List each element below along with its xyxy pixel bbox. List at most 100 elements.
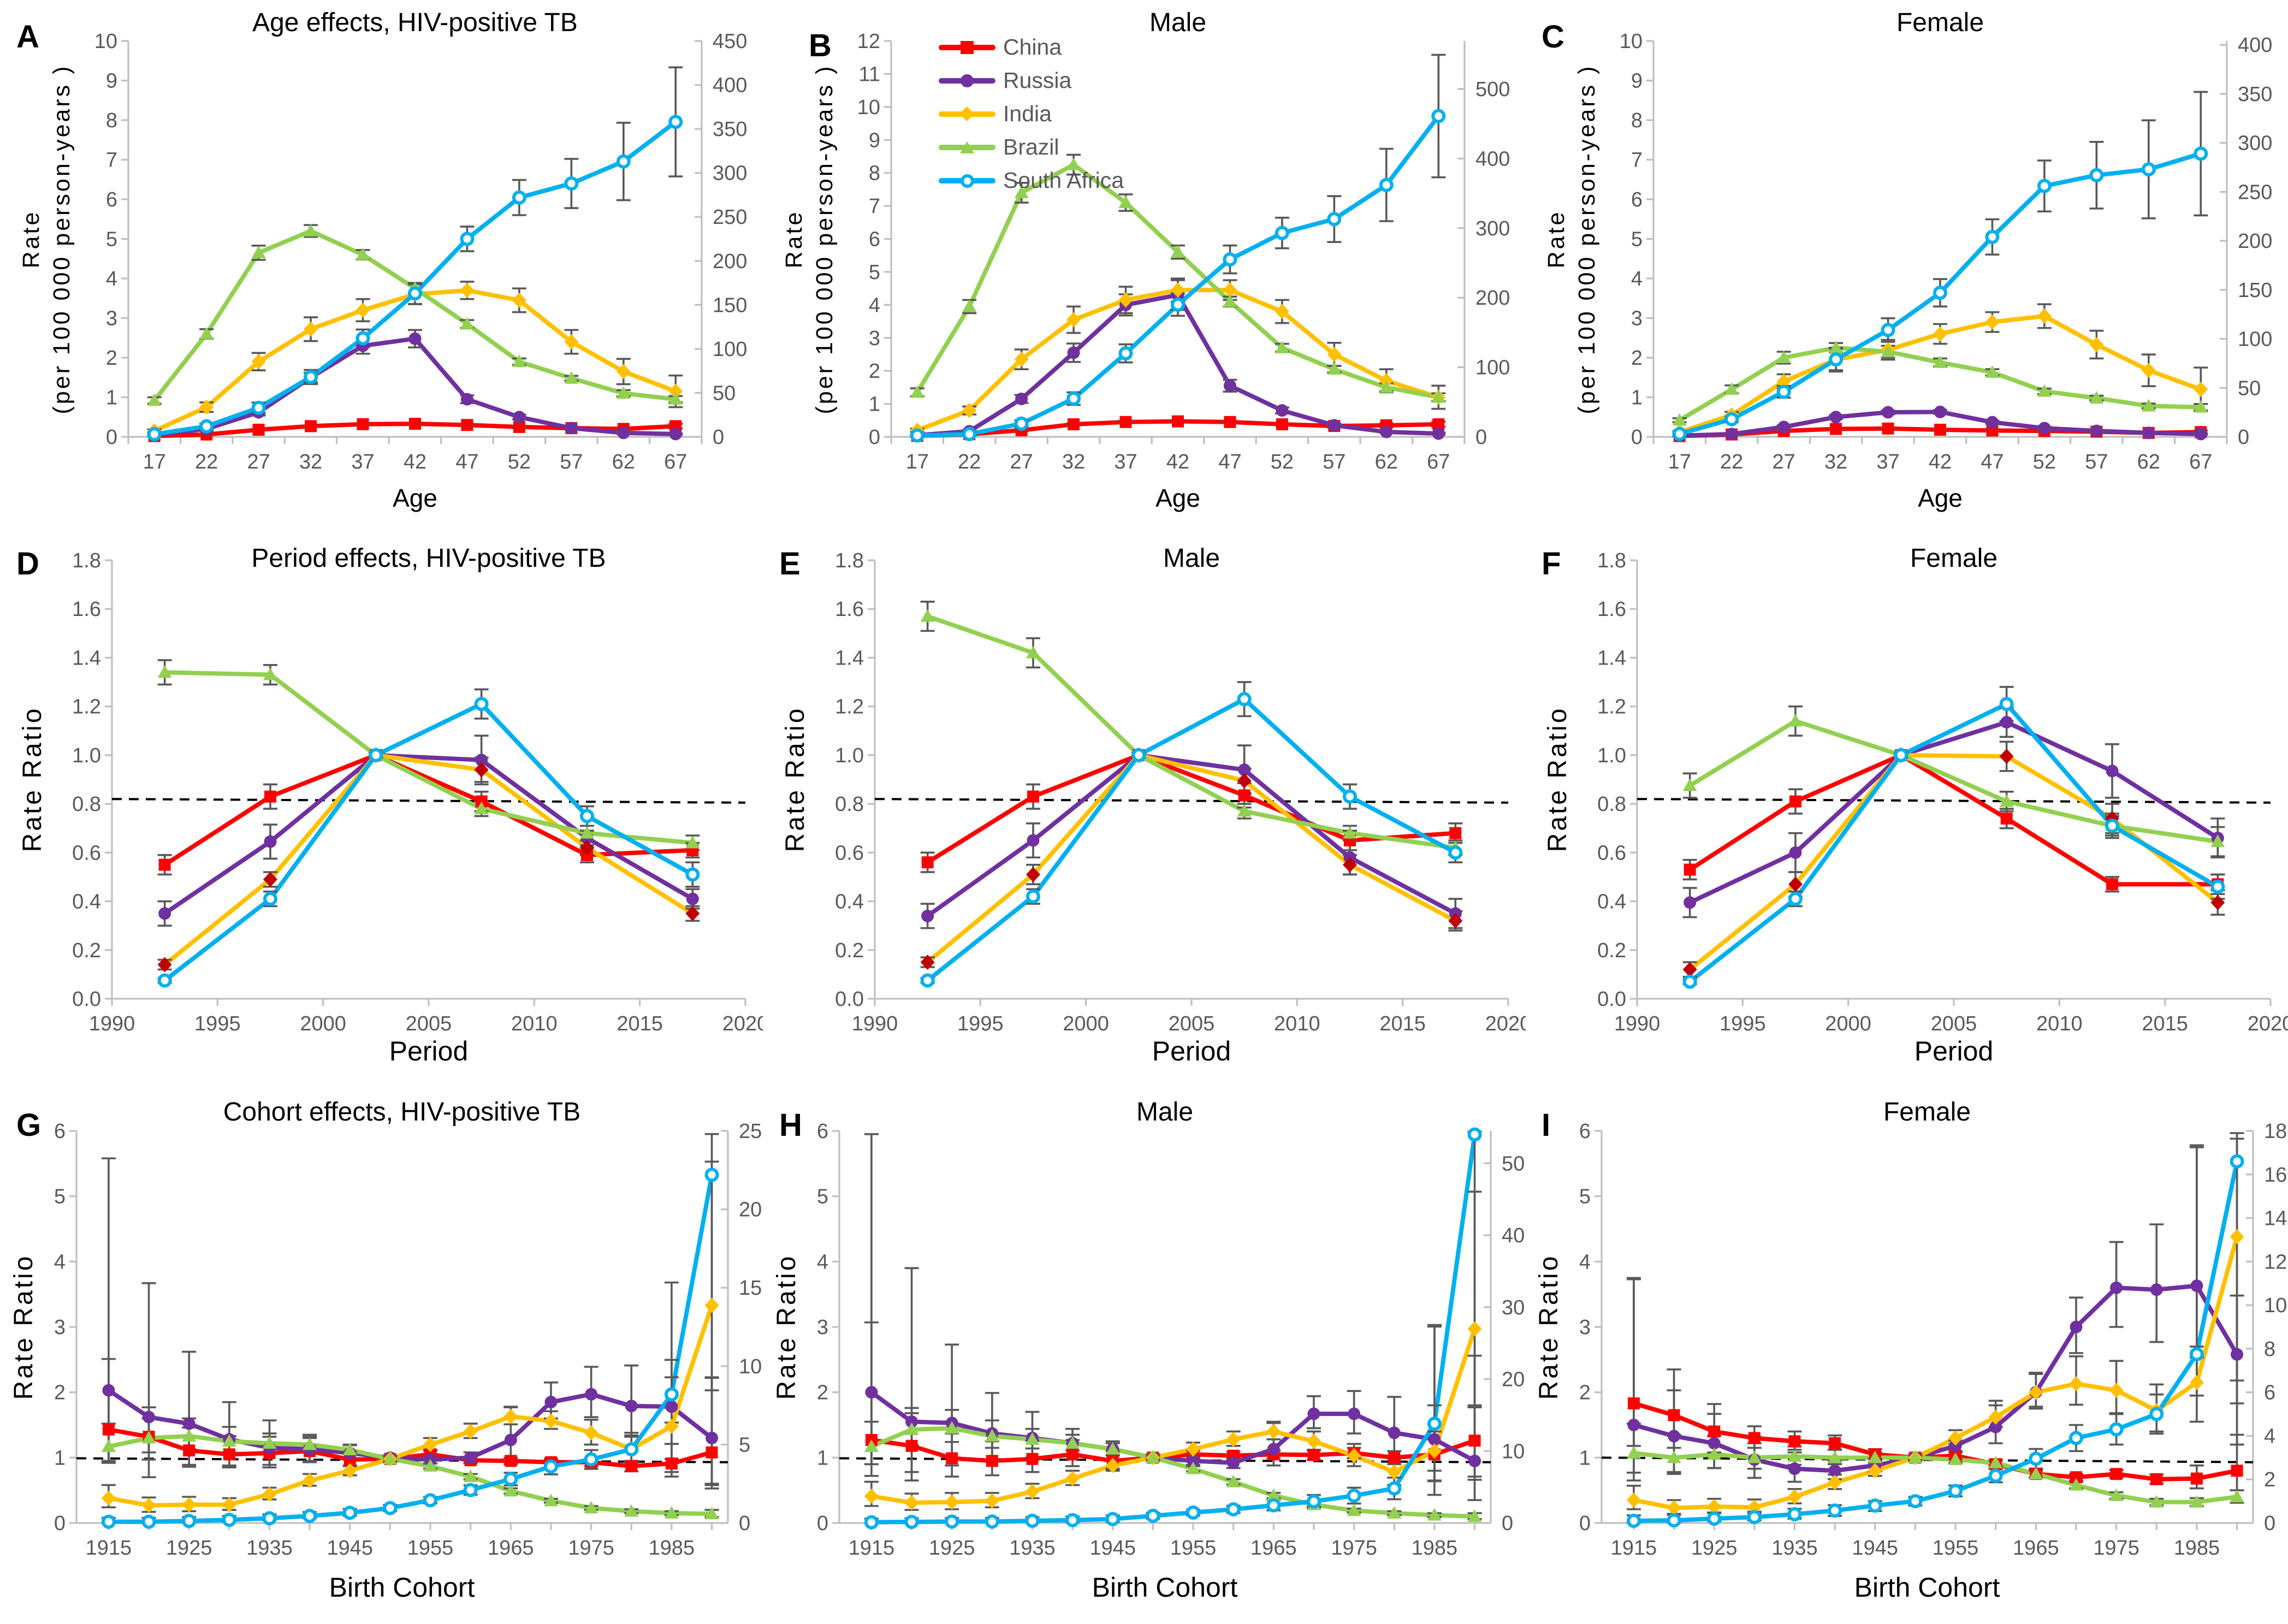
line-brazil	[1687, 719, 2220, 844]
x-axis-title: Birth Cohort	[1092, 1572, 1238, 1603]
right-y-tick-label: 300	[713, 162, 747, 185]
x-tick-label: 2010	[511, 1012, 558, 1035]
y-tick-label: 6	[1579, 1120, 1591, 1143]
y-tick-label: 0.4	[1597, 891, 1626, 914]
panel-d-chart: 0.0 0.2 0.4 0.6 0.8 1.0 1.2 1.4 1.6 1.8 1990 1995 20…	[72, 549, 763, 1035]
y-tick-label: 1.8	[835, 549, 864, 572]
x-tick-label: 17	[1668, 451, 1691, 473]
right-y-tick-label: 500	[1475, 78, 1510, 101]
x-tick-label: 2000	[300, 1012, 346, 1035]
y-tick-label: 10	[857, 96, 880, 119]
x-axis-title: Period	[1152, 1036, 1231, 1066]
axes: 0.0 0.2 0.4 0.6 0.8 1.0 1.2 1.4 1.6 1.8 1990 1995 20…	[72, 549, 763, 1035]
y-tick-label: 6	[1631, 188, 1643, 211]
y-tick-label: 1.6	[72, 598, 101, 621]
panel-letter: D	[16, 546, 39, 582]
y-tick-label: 1.0	[72, 744, 101, 767]
line-india	[106, 1303, 714, 1508]
series-markers	[1682, 697, 2225, 989]
line-brazil	[925, 614, 1458, 850]
x-tick-label: 1935	[1771, 1537, 1818, 1560]
right-y-tick-label: 2	[2264, 1468, 2275, 1491]
y-axis-title: Rate Ratio	[780, 706, 810, 852]
x-tick-label: 32	[1824, 451, 1847, 473]
x-tick-label: 1945	[1852, 1537, 1898, 1560]
line-china	[162, 752, 695, 867]
y-tick-label: 0	[1579, 1512, 1591, 1535]
right-y-tick-label: 450	[713, 30, 747, 53]
right-y-tick-label: 150	[2238, 279, 2272, 302]
x-tick-label: 1945	[1089, 1537, 1136, 1560]
x-tick-label: 52	[508, 451, 531, 473]
x-tick-label: 2020	[2248, 1012, 2288, 1035]
line-india	[1687, 752, 2220, 972]
y-tick-label: 0	[1631, 426, 1643, 449]
y-tick-label: 0.8	[1597, 793, 1626, 816]
legend-line	[939, 106, 995, 121]
y-tick-label: 7	[1631, 149, 1643, 172]
right-y-tick-label: 100	[2238, 328, 2272, 351]
y-tick-label: 9	[1631, 70, 1643, 93]
x-axis-title: Period	[1914, 1036, 1994, 1066]
line-south-africa	[925, 697, 1458, 983]
y-tick-label: 2	[106, 347, 117, 370]
panel-letter: A	[16, 19, 39, 55]
line-russia	[1631, 1283, 2239, 1473]
right-y-tick-label: 350	[713, 118, 747, 141]
y-tick-label: 5	[1579, 1186, 1591, 1208]
y-tick-label: 0.2	[1597, 939, 1626, 962]
x-tick-label: 1975	[568, 1537, 614, 1560]
y-tick-label: 0.2	[72, 939, 101, 962]
reference-dashed-line	[111, 798, 746, 804]
y-tick-label: 3	[817, 1316, 828, 1339]
panel-letter: H	[779, 1107, 802, 1143]
legend-item-brazil: Brazil	[939, 131, 1124, 164]
right-y-tick-label: 250	[2238, 181, 2272, 204]
series-markers	[1626, 1154, 2244, 1528]
x-tick-label: 1925	[166, 1537, 212, 1560]
y-tick-label: 2	[869, 360, 880, 383]
x-tick-label: 17	[143, 451, 166, 473]
x-tick-label: 1935	[1009, 1537, 1056, 1560]
y-tick-label: 11	[859, 63, 880, 86]
right-y-tick-label: 10	[2264, 1294, 2287, 1317]
x-tick-label: 2005	[1931, 1012, 1977, 1035]
x-tick-label: 27	[1010, 451, 1033, 473]
right-y-tick-label: 50	[2238, 377, 2261, 400]
x-tick-label: 2005	[406, 1012, 452, 1035]
y-tick-label: 0.6	[835, 841, 864, 864]
legend-line	[939, 40, 995, 54]
legend-item-russia: Russia	[939, 64, 1124, 97]
x-tick-label: 1945	[327, 1537, 373, 1560]
x-tick-label: 42	[1929, 451, 1952, 473]
line-china	[869, 1438, 1477, 1463]
y-tick-label: 4	[1579, 1250, 1591, 1273]
series-markers	[101, 1167, 719, 1529]
right-y-tick-label: 50	[1502, 1152, 1525, 1175]
x-axis-title: Birth Cohort	[1854, 1572, 2000, 1603]
right-y-tick-label: 30	[1502, 1296, 1525, 1319]
y-tick-label: 9	[106, 70, 117, 93]
right-y-tick-label: 250	[713, 206, 747, 229]
panel-title: Age effects, HIV-positive TB	[252, 8, 578, 37]
x-tick-label: 1925	[1691, 1537, 1738, 1560]
line-india	[162, 752, 695, 967]
panel-a-chart: 0123456789100501001502002503003504004501…	[94, 30, 748, 473]
axes: 0 1 2 3 4 5 6 0 5 10 15 20 25 1915 1925 1935 1945 1955 196…	[54, 1120, 762, 1560]
line-brazil	[106, 1433, 714, 1516]
right-y-tick-label: 6	[2264, 1382, 2275, 1404]
y-tick-label: 12	[857, 30, 880, 53]
panel-letter: C	[1542, 19, 1564, 55]
y-tick-label: 1.2	[1597, 696, 1626, 719]
y-tick-label: 6	[869, 228, 880, 251]
x-tick-label: 37	[351, 451, 374, 473]
y-tick-label: 1.4	[72, 647, 101, 669]
x-tick-label: 1955	[407, 1537, 454, 1560]
line-south-africa	[1631, 1159, 2239, 1524]
x-axis-title: Birth Cohort	[329, 1572, 475, 1603]
line-brazil	[869, 1426, 1477, 1519]
triangle-marker-icon	[960, 141, 974, 153]
